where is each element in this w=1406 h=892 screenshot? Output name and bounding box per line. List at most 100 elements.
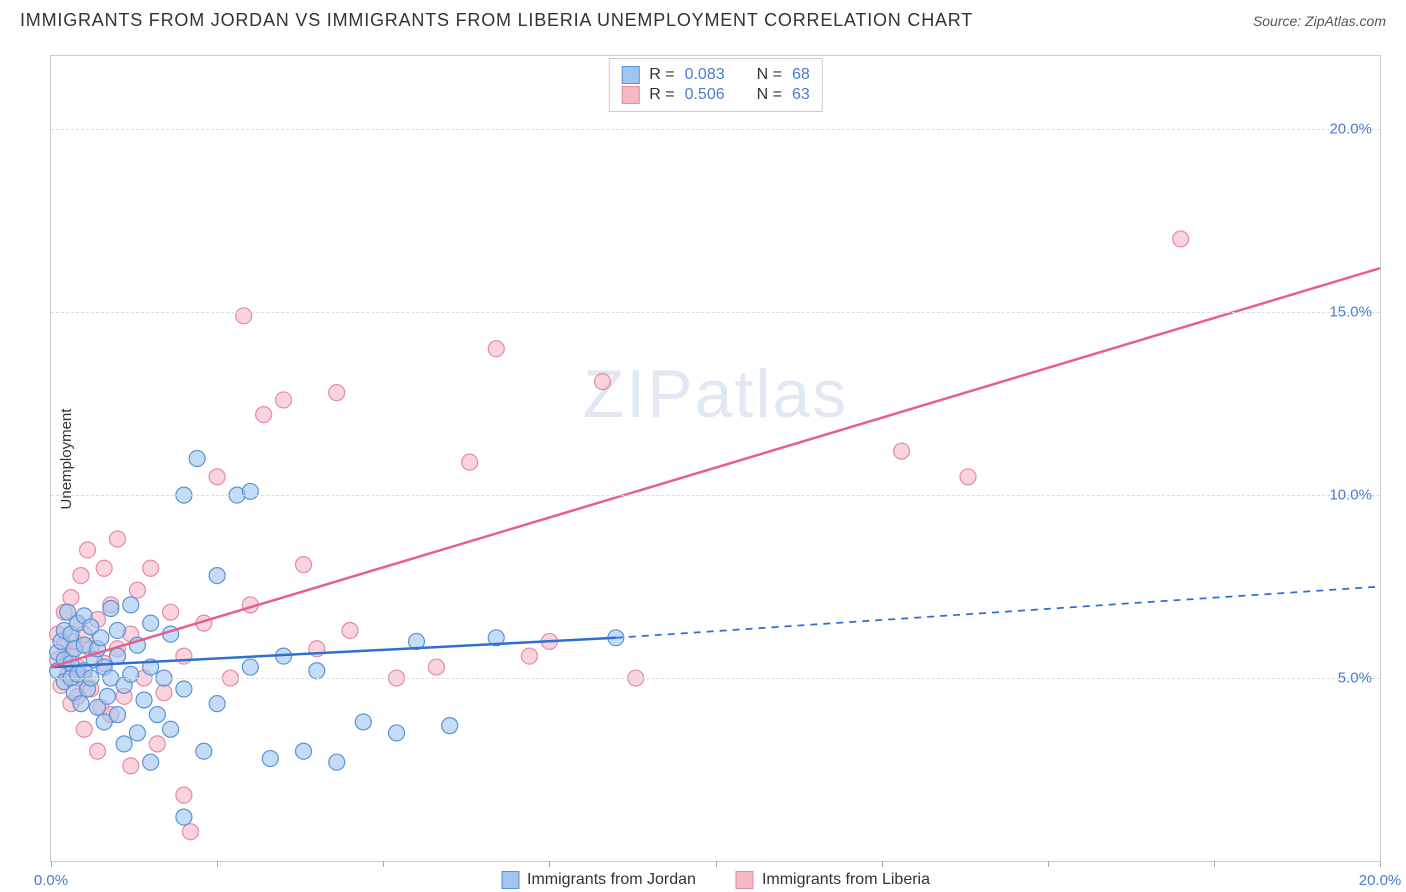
scatter-point	[894, 443, 910, 459]
scatter-point	[296, 557, 312, 573]
scatter-point	[488, 341, 504, 357]
scatter-point	[329, 754, 345, 770]
chart-title: IMMIGRANTS FROM JORDAN VS IMMIGRANTS FRO…	[20, 10, 973, 31]
scatter-point	[143, 560, 159, 576]
grid-line	[51, 678, 1380, 679]
legend-swatch-series2	[736, 871, 754, 889]
scatter-point	[109, 648, 125, 664]
scatter-point	[73, 568, 89, 584]
scatter-point	[176, 809, 192, 825]
scatter-point	[256, 407, 272, 423]
x-tick	[882, 861, 883, 867]
scatter-point	[209, 568, 225, 584]
grid-line	[51, 312, 1380, 313]
legend-swatch-series1	[501, 871, 519, 889]
scatter-point	[309, 663, 325, 679]
plot-area: 5.0%10.0%15.0%20.0%0.0%20.0%	[51, 56, 1380, 861]
scatter-point	[123, 666, 139, 682]
scatter-point	[276, 392, 292, 408]
scatter-point	[163, 604, 179, 620]
scatter-point	[262, 751, 278, 767]
swatch-series1	[621, 66, 639, 84]
r-value-1: 0.083	[685, 66, 725, 84]
trend-line-series2	[51, 268, 1380, 667]
scatter-point	[595, 374, 611, 390]
legend-item-series2: Immigrants from Liberia	[736, 871, 930, 889]
scatter-point	[355, 714, 371, 730]
x-tick	[1380, 861, 1381, 867]
stats-row-series1: R = 0.083 N = 68	[621, 66, 810, 84]
scatter-point	[156, 685, 172, 701]
scatter-point	[96, 560, 112, 576]
stats-row-series2: R = 0.506 N = 63	[621, 86, 810, 104]
scatter-point	[236, 308, 252, 324]
chart-container: Unemployment ZIPatlas 5.0%10.0%15.0%20.0…	[50, 55, 1381, 862]
n-value-2: 63	[792, 86, 810, 104]
x-tick	[217, 861, 218, 867]
scatter-point	[136, 692, 152, 708]
scatter-point	[1173, 231, 1189, 247]
scatter-point	[129, 582, 145, 598]
scatter-point	[73, 696, 89, 712]
x-tick	[1214, 861, 1215, 867]
x-tick	[549, 861, 550, 867]
y-tick-label: 20.0%	[1329, 121, 1372, 138]
x-tick	[1048, 861, 1049, 867]
scatter-point	[109, 707, 125, 723]
scatter-point	[960, 469, 976, 485]
scatter-point	[521, 648, 537, 664]
scatter-point	[189, 451, 205, 467]
x-tick	[51, 861, 52, 867]
source-name: ZipAtlas.com	[1305, 13, 1386, 29]
scatter-point	[209, 696, 225, 712]
chart-svg	[51, 56, 1380, 861]
scatter-point	[116, 736, 132, 752]
x-tick-label: 0.0%	[34, 872, 68, 889]
scatter-point	[149, 736, 165, 752]
n-value-1: 68	[792, 66, 810, 84]
scatter-point	[109, 531, 125, 547]
legend-label-series1: Immigrants from Jordan	[527, 871, 696, 889]
scatter-point	[149, 707, 165, 723]
source-attribution: Source: ZipAtlas.com	[1253, 13, 1386, 29]
scatter-point	[428, 659, 444, 675]
scatter-point	[129, 725, 145, 741]
correlation-stats-box: R = 0.083 N = 68 R = 0.506 N = 63	[608, 58, 823, 112]
r-label-1: R =	[649, 66, 674, 84]
scatter-point	[389, 725, 405, 741]
scatter-point	[143, 615, 159, 631]
scatter-point	[123, 758, 139, 774]
scatter-point	[76, 721, 92, 737]
scatter-point	[296, 743, 312, 759]
scatter-point	[176, 681, 192, 697]
y-tick-label: 5.0%	[1338, 670, 1372, 687]
y-tick-label: 15.0%	[1329, 304, 1372, 321]
scatter-point	[176, 787, 192, 803]
y-tick-label: 10.0%	[1329, 487, 1372, 504]
legend-label-series2: Immigrants from Liberia	[762, 871, 930, 889]
scatter-point	[143, 754, 159, 770]
scatter-point	[329, 385, 345, 401]
scatter-point	[462, 454, 478, 470]
scatter-point	[99, 688, 115, 704]
scatter-point	[63, 590, 79, 606]
scatter-point	[183, 824, 199, 840]
r-value-2: 0.506	[685, 86, 725, 104]
r-label-2: R =	[649, 86, 674, 104]
x-tick-label: 20.0%	[1359, 872, 1402, 889]
bottom-legend: Immigrants from Jordan Immigrants from L…	[501, 871, 930, 889]
scatter-point	[123, 597, 139, 613]
n-label-2: N =	[757, 86, 782, 104]
scatter-point	[442, 718, 458, 734]
scatter-point	[242, 659, 258, 675]
swatch-series2	[621, 86, 639, 104]
scatter-point	[90, 743, 106, 759]
scatter-point	[80, 542, 96, 558]
scatter-point	[209, 469, 225, 485]
scatter-point	[196, 743, 212, 759]
scatter-point	[242, 483, 258, 499]
scatter-point	[163, 721, 179, 737]
scatter-point	[93, 630, 109, 646]
source-prefix: Source:	[1253, 13, 1305, 29]
scatter-point	[342, 622, 358, 638]
